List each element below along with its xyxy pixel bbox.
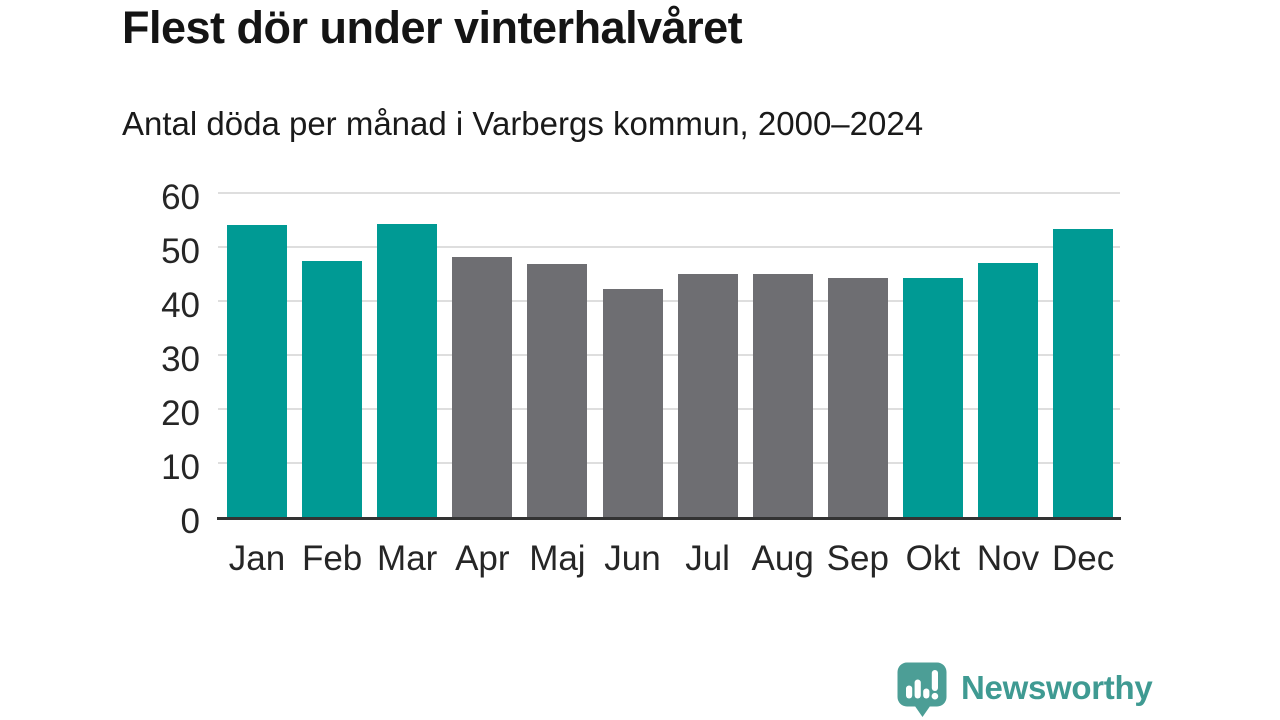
newsworthy-logo-icon	[897, 662, 947, 717]
bar-jul	[677, 274, 738, 517]
y-tick-label: 20	[161, 394, 200, 433]
bar-apr	[452, 256, 513, 517]
bar-okt	[902, 277, 963, 517]
x-tick-label: Jul	[685, 539, 730, 578]
x-tick-label: Jan	[228, 539, 286, 578]
brand-footer: Newsworthy	[897, 662, 1153, 719]
bar-mar	[377, 224, 438, 517]
chart-subtitle: Antal döda per månad i Varbergs kommun, …	[122, 105, 924, 142]
chart-title: Flest dör under vinterhalvåret	[122, 2, 743, 53]
y-tick-label: 10	[161, 448, 200, 487]
brand-name: Newsworthy	[961, 669, 1153, 706]
y-tick-label: 40	[161, 286, 200, 325]
bar-feb	[302, 260, 363, 517]
x-tick-label: Mar	[377, 539, 438, 578]
x-tick-label: Sep	[826, 539, 889, 578]
bar-dec	[1053, 228, 1114, 517]
bar-jun	[602, 288, 663, 517]
gridline-y-20	[218, 408, 1120, 410]
bar-nov	[978, 262, 1038, 517]
bar-aug	[752, 274, 813, 517]
bar-sep	[827, 278, 888, 517]
x-tick-label: Maj	[529, 539, 586, 578]
y-tick-label: 30	[161, 340, 200, 379]
gridline-y-50	[218, 246, 1120, 248]
x-tick-label: Okt	[905, 539, 961, 578]
x-tick-label: Dec	[1051, 539, 1115, 578]
bar-maj	[527, 264, 588, 517]
gridline-y-60	[218, 192, 1120, 194]
x-tick-label: Aug	[751, 539, 814, 578]
x-tick-label: Nov	[976, 539, 1040, 578]
x-tick-label: Apr	[455, 539, 510, 578]
x-tick-label: Feb	[301, 539, 363, 578]
x-tick-label: Jun	[604, 539, 661, 578]
y-tick-label: 60	[161, 178, 200, 217]
x-axis-line	[217, 517, 1121, 520]
y-tick-label: 0	[180, 502, 200, 541]
gridline-y-40	[218, 300, 1120, 302]
gridline-y-10	[218, 462, 1120, 464]
y-tick-label: 50	[161, 232, 200, 271]
gridline-y-30	[218, 354, 1120, 356]
bar-jan	[227, 224, 287, 517]
